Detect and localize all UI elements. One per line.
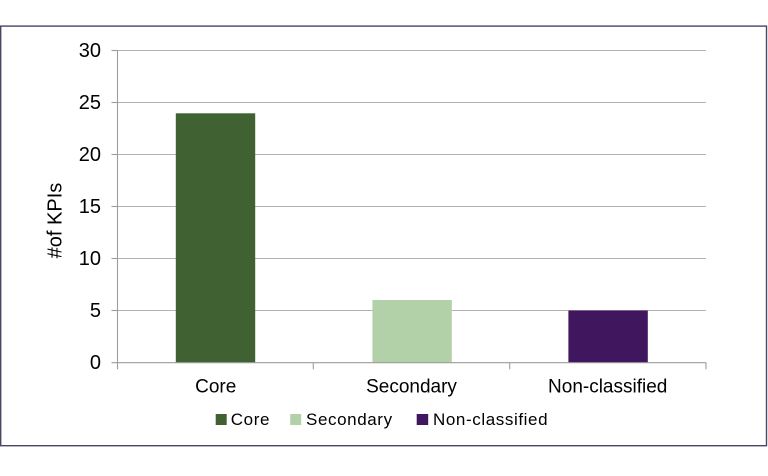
svg-text:#of KPIs: #of KPIs xyxy=(45,183,67,259)
svg-text:Non-classified: Non-classified xyxy=(548,377,667,398)
svg-text:10: 10 xyxy=(79,248,101,270)
svg-text:Secondary: Secondary xyxy=(306,410,393,429)
svg-text:25: 25 xyxy=(79,92,101,114)
svg-text:Core: Core xyxy=(195,377,236,398)
svg-text:0: 0 xyxy=(90,352,101,374)
svg-text:Secondary: Secondary xyxy=(366,377,457,398)
svg-text:30: 30 xyxy=(79,40,101,62)
svg-text:Non-classified: Non-classified xyxy=(433,410,548,429)
svg-text:Core: Core xyxy=(231,410,270,429)
svg-text:20: 20 xyxy=(79,144,101,166)
svg-text:5: 5 xyxy=(90,300,101,322)
svg-text:15: 15 xyxy=(79,196,101,218)
